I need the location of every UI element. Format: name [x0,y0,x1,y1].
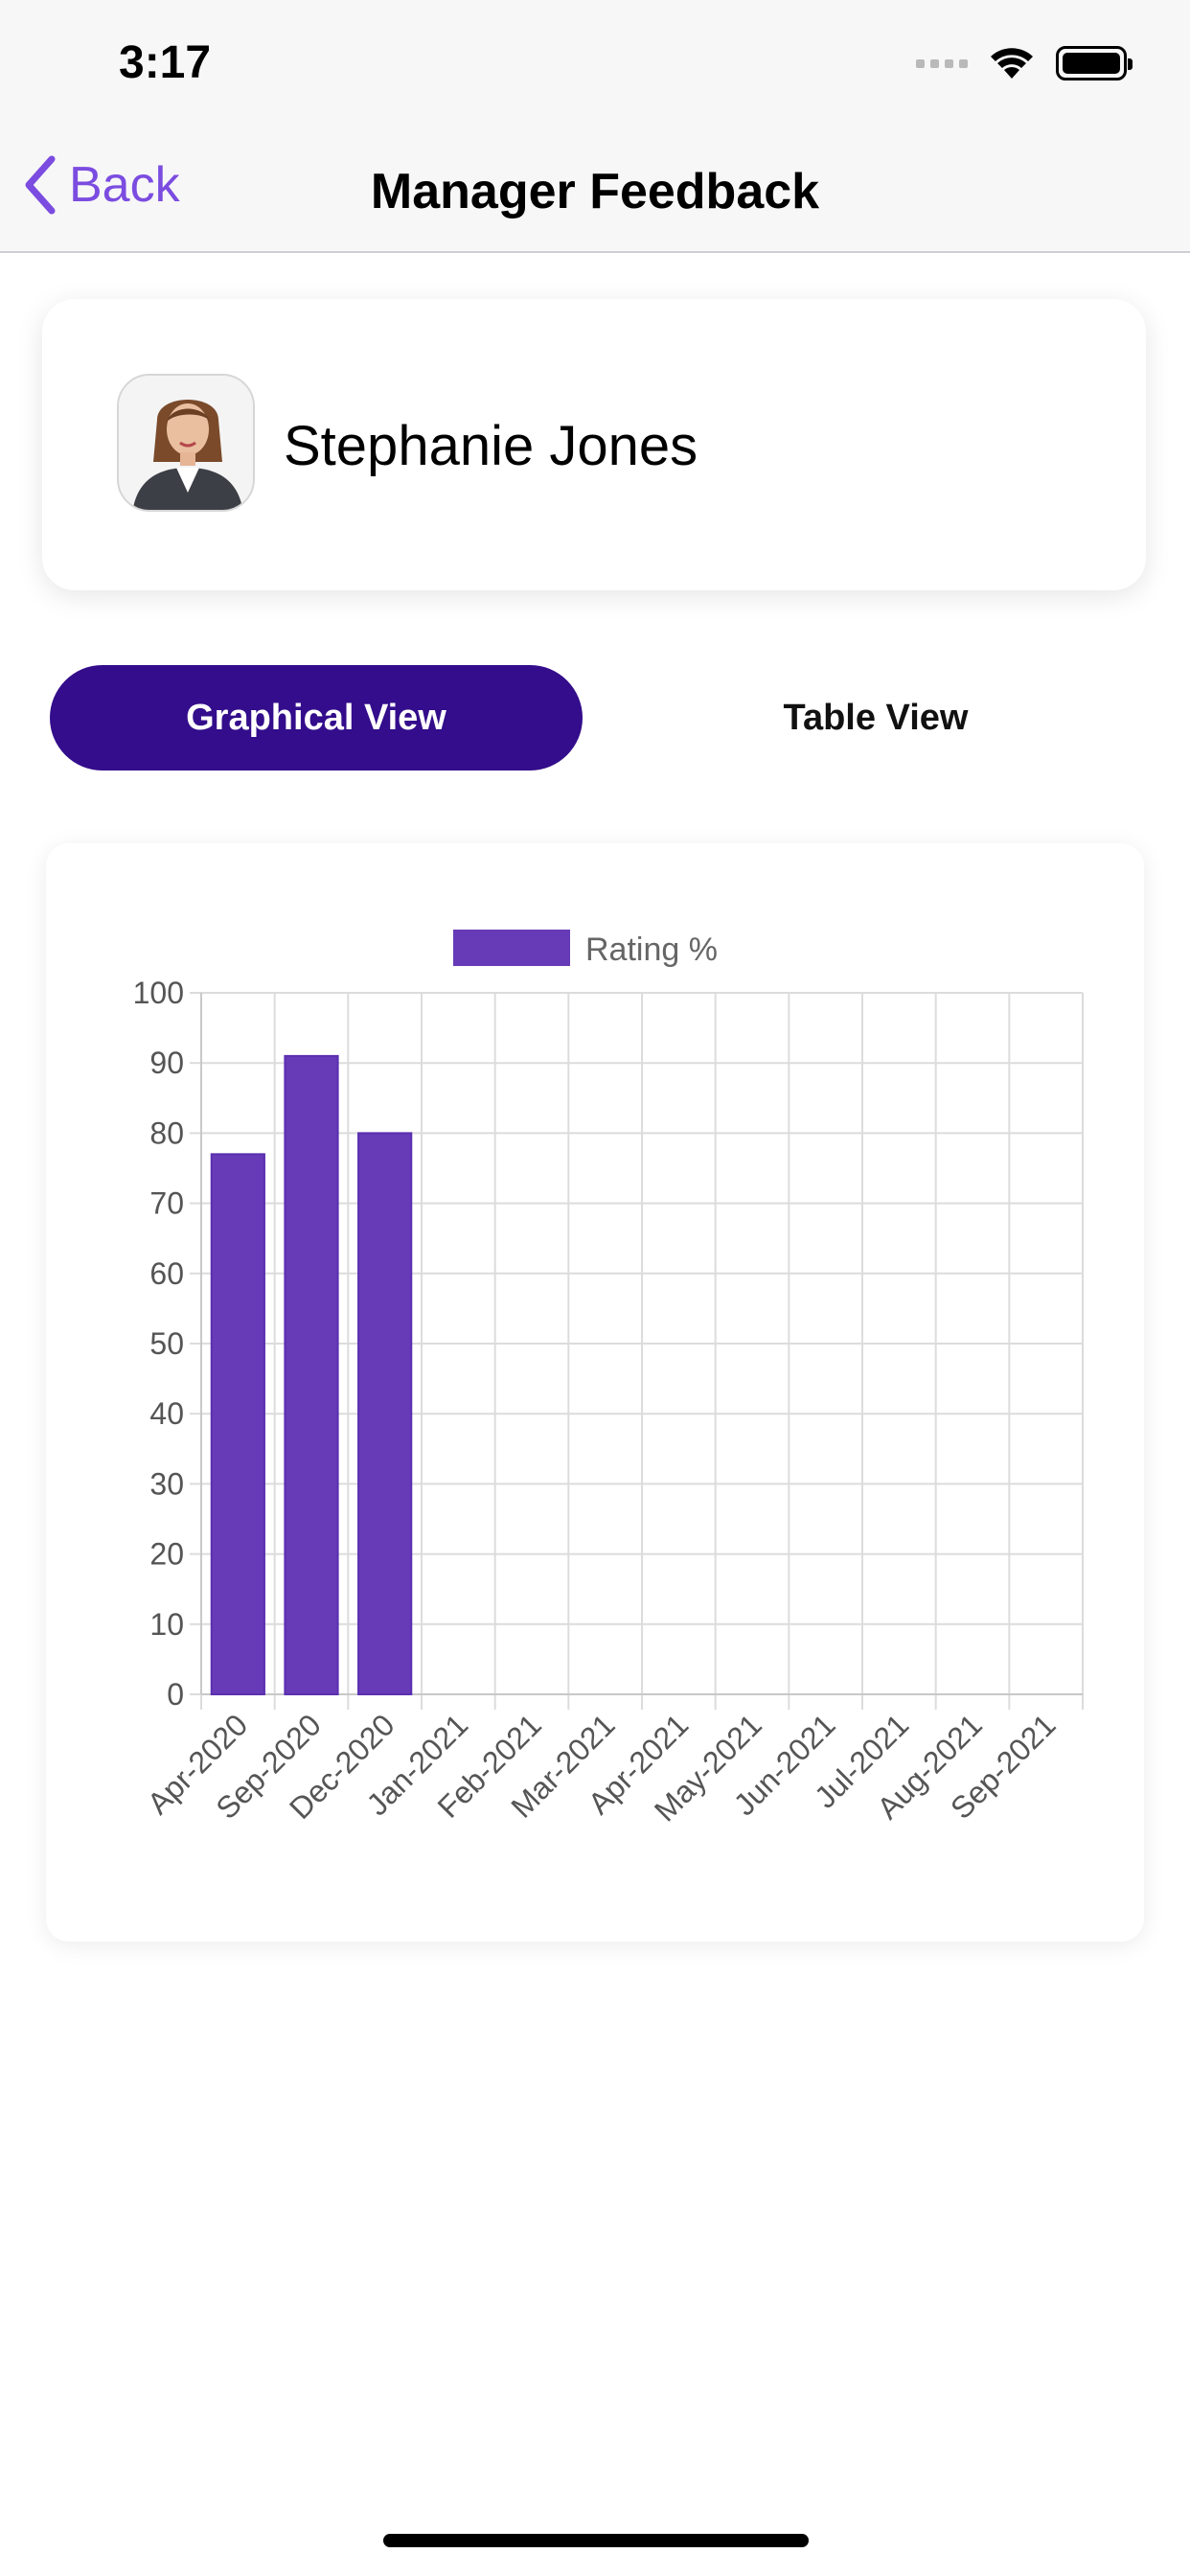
y-tick-label: 80 [149,1116,184,1150]
navigation-bar: Back Manager Feedback [0,126,1190,253]
y-tick-label: 70 [149,1186,184,1221]
chart-card: Rating % 0 10 20 30 40 50 60 70 80 90 100 Apr-2020 Se… [46,843,1144,1942]
graphical-view-tab[interactable]: Graphical View [50,665,583,770]
y-tick-label: 60 [149,1256,184,1291]
bar-sep-2020 [284,1054,339,1695]
y-tick-label: 40 [149,1396,184,1431]
status-bar: 3:17 [0,0,1190,126]
profile-card: Stephanie Jones [42,299,1146,590]
chevron-left-icon [25,155,56,215]
employee-name: Stephanie Jones [284,415,698,477]
wifi-icon [991,48,1033,79]
rating-bar-chart: Rating %0102030405060708090100Apr-2020Se… [133,930,1084,1828]
legend-label: Rating % [585,932,718,968]
y-tick-label: 50 [149,1326,184,1361]
table-view-tab[interactable]: Table View [783,697,969,738]
back-button[interactable]: Back [23,155,180,215]
bar-apr-2020 [210,1153,265,1695]
y-tick-label: 90 [149,1046,184,1080]
y-tick-label: 100 [133,976,184,1010]
y-tick-label: 0 [167,1677,184,1712]
home-indicator [383,2534,809,2547]
y-tick-label: 10 [149,1607,184,1642]
bar-dec-2020 [357,1132,413,1695]
status-time: 3:17 [119,37,212,88]
legend-swatch [453,930,570,966]
page-title: Manager Feedback [370,164,820,219]
view-toggle: Graphical View Table View [50,665,1142,770]
y-tick-label: 30 [149,1466,184,1501]
status-icons [916,46,1133,80]
cellular-signal-icon [916,58,968,68]
avatar [117,374,255,512]
back-label: Back [69,157,180,213]
y-tick-label: 20 [149,1537,184,1572]
battery-icon [1056,46,1133,80]
